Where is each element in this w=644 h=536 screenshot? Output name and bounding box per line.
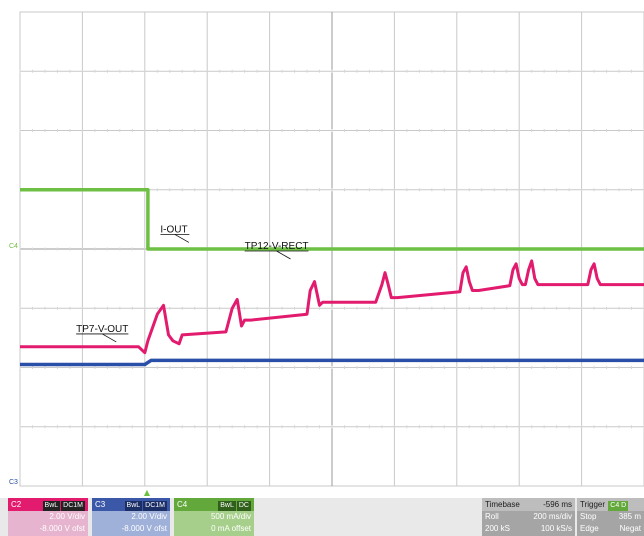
trigger-level: 385 m [618, 512, 641, 521]
trigger-descriptor[interactable]: Trigger C4 D Stop 385 m Edge Negat [577, 498, 644, 536]
channel-c2-vdiv: 2.00 V/div [49, 512, 85, 521]
channel-c4-coupling-tag: DC [236, 501, 251, 511]
channel-c2-bw-tag: BwL [42, 501, 61, 511]
channel-c2-coupling-tag: DC1M [61, 501, 85, 511]
trigger-slope: Negat [619, 524, 641, 533]
channel-c3-coupling-tag: DC1M [143, 501, 167, 511]
trace-c3 [20, 358, 644, 367]
channel-c4-id: C4 [177, 500, 188, 509]
trigger-type: Edge [580, 524, 599, 533]
annotation-leader [102, 333, 117, 343]
channel-c4-bw-tag: BwL [218, 501, 236, 511]
channel-c2-offset: -8.000 V ofst [39, 524, 85, 533]
timebase-label: Timebase [485, 500, 520, 509]
timebase-descriptor[interactable]: Timebase -596 ms Roll 200 ms/div 200 kS 100… [482, 498, 575, 536]
channel-c3-vdiv: 2.00 V/div [131, 512, 167, 521]
trace-c2 [20, 259, 644, 355]
channel-c4-vdiv: 500 mA/div [210, 512, 251, 521]
channel-c3-offset: -8.000 V ofst [121, 524, 167, 533]
channel-c4-marker: C4 [9, 243, 18, 250]
channel-c3-id: C3 [95, 500, 106, 509]
annotation-label: TP7-V-OUT [76, 324, 128, 335]
trigger-position-marker: ▲ [144, 488, 151, 497]
annotation-leader [174, 234, 190, 243]
channel-c4-offset: 0 mA offset [211, 524, 251, 533]
trace-c4 [20, 188, 644, 251]
trace-annotations: I-OUT TP12-V-RECT TP7-V-OUT [76, 224, 309, 343]
annotation-leader [276, 250, 291, 260]
channel-c3-bw-tag: BwL [124, 501, 143, 511]
channel-c2-id: C2 [11, 500, 22, 509]
timebase-mode: Roll [485, 512, 499, 521]
annotation-label: TP12-V-RECT [245, 241, 309, 252]
trigger-label: Trigger [580, 500, 606, 509]
timebase-rate-div: 200 ms/div [533, 512, 572, 521]
channel-c2-descriptor[interactable]: C2 BwL DC1M 2.00 V/div -8.000 V ofst [8, 498, 88, 536]
timebase-delay: -596 ms [543, 500, 572, 509]
timebase-samples: 200 kS [485, 524, 510, 533]
channel-markers: C4 C3 ▲ [9, 243, 151, 497]
trigger-state: Stop [580, 512, 597, 521]
waveform-traces [20, 188, 644, 367]
channel-c4-descriptor[interactable]: C4 BwL DC 500 mA/div 0 mA offset [174, 498, 254, 536]
annotation-label: I-OUT [160, 224, 187, 235]
channel-c3-marker: C3 [9, 479, 18, 486]
channel-c3-descriptor[interactable]: C3 BwL DC1M 2.00 V/div -8.000 V ofst [92, 498, 170, 536]
trigger-source-tag: C4 D [608, 501, 629, 511]
timebase-sample-rate: 100 kS/s [540, 524, 572, 533]
